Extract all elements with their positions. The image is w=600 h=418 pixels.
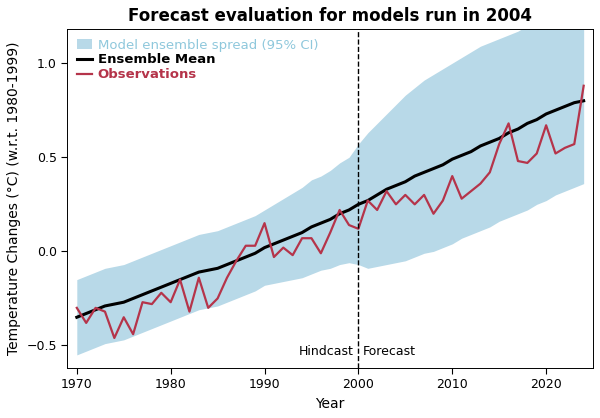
Title: Forecast evaluation for models run in 2004: Forecast evaluation for models run in 20… <box>128 7 532 25</box>
Y-axis label: Temperature Changes (°C) (w.r.t. 1980-1999): Temperature Changes (°C) (w.r.t. 1980-19… <box>7 42 21 355</box>
Text: Forecast: Forecast <box>363 345 416 358</box>
Text: Hindcast: Hindcast <box>299 345 354 358</box>
Legend: Model ensemble spread (95% CI), Ensemble Mean, Observations: Model ensemble spread (95% CI), Ensemble… <box>74 36 321 84</box>
X-axis label: Year: Year <box>316 397 345 411</box>
